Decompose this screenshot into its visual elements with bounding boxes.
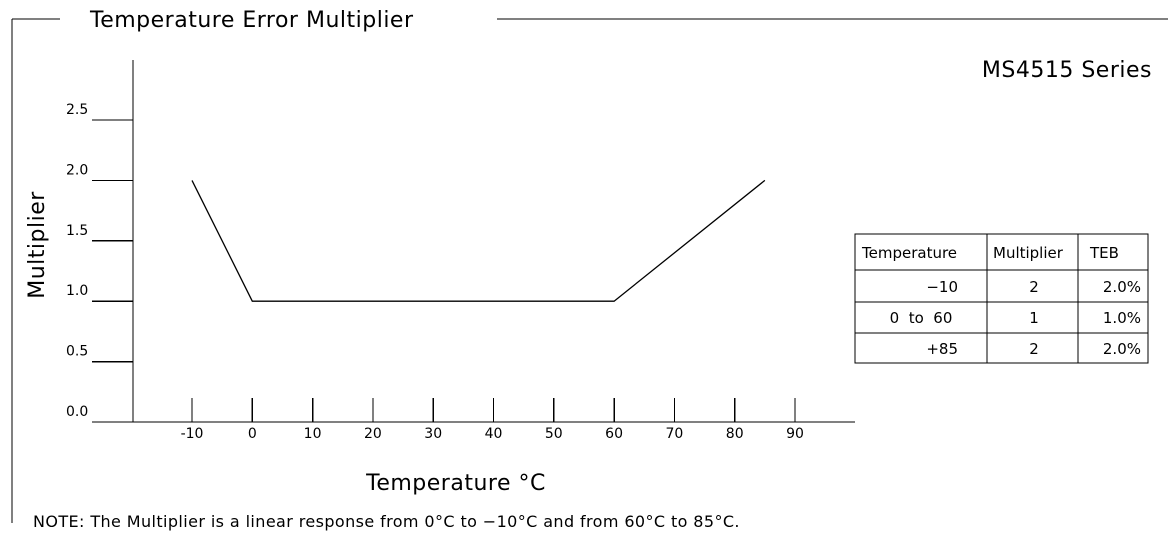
x-tick-label: 30 [424,426,442,442]
y-tick-label: 2.5 [66,102,88,118]
x-tick-label: 0 [248,426,257,442]
data-table: Temperature Multiplier TEB −10 2 2.0% 0 … [854,233,1149,364]
table-border [854,233,1149,364]
y-tick-label: 0.0 [66,404,88,420]
table-cell-multiplier: 2 [1029,278,1039,296]
x-tick-label: 10 [304,426,322,442]
series-label: MS4515 Series [982,58,1152,83]
table-cell-teb: 2.0% [1103,278,1141,296]
y-ticks: 0.0 0.5 1.0 1.5 2.0 2.5 [66,102,133,423]
x-ticks: -10 0 10 20 30 40 50 60 70 80 90 [181,398,804,442]
x-axis-title: Temperature °C [365,471,546,496]
x-tick-label: -10 [181,426,204,442]
y-tick-label: 0.5 [66,344,88,360]
y-tick-label: 2.0 [66,162,88,178]
y-tick-label: 1.5 [66,223,88,239]
chart-frame [11,18,1168,523]
table-cell-temperature: −10 [926,278,958,296]
table-cell-multiplier: 1 [1029,309,1039,327]
note-text: NOTE: The Multiplier is a linear respons… [33,512,740,531]
chart-title: Temperature Error Multiplier [89,8,414,33]
y-axis-title: Multiplier [25,191,50,299]
table-header-teb: TEB [1089,244,1119,262]
multiplier-line [191,179,766,302]
x-tick-label: 70 [665,426,683,442]
table-cell-temperature: 0 to 60 [890,309,953,327]
x-tick-label: 50 [545,426,563,442]
x-tick-label: 40 [485,426,503,442]
x-tick-label: 60 [605,426,623,442]
x-tick-label: 80 [726,426,744,442]
y-tick-label: 1.0 [66,283,88,299]
table-cell-temperature: +85 [926,340,958,358]
table-cell-multiplier: 2 [1029,340,1039,358]
table-cell-teb: 2.0% [1103,340,1141,358]
data-series [191,179,766,302]
table-header-temperature: Temperature [861,244,957,262]
x-tick-label: 20 [364,426,382,442]
x-tick-label: 90 [786,426,804,442]
table-header-multiplier: Multiplier [993,244,1064,262]
table-cell-teb: 1.0% [1103,309,1141,327]
